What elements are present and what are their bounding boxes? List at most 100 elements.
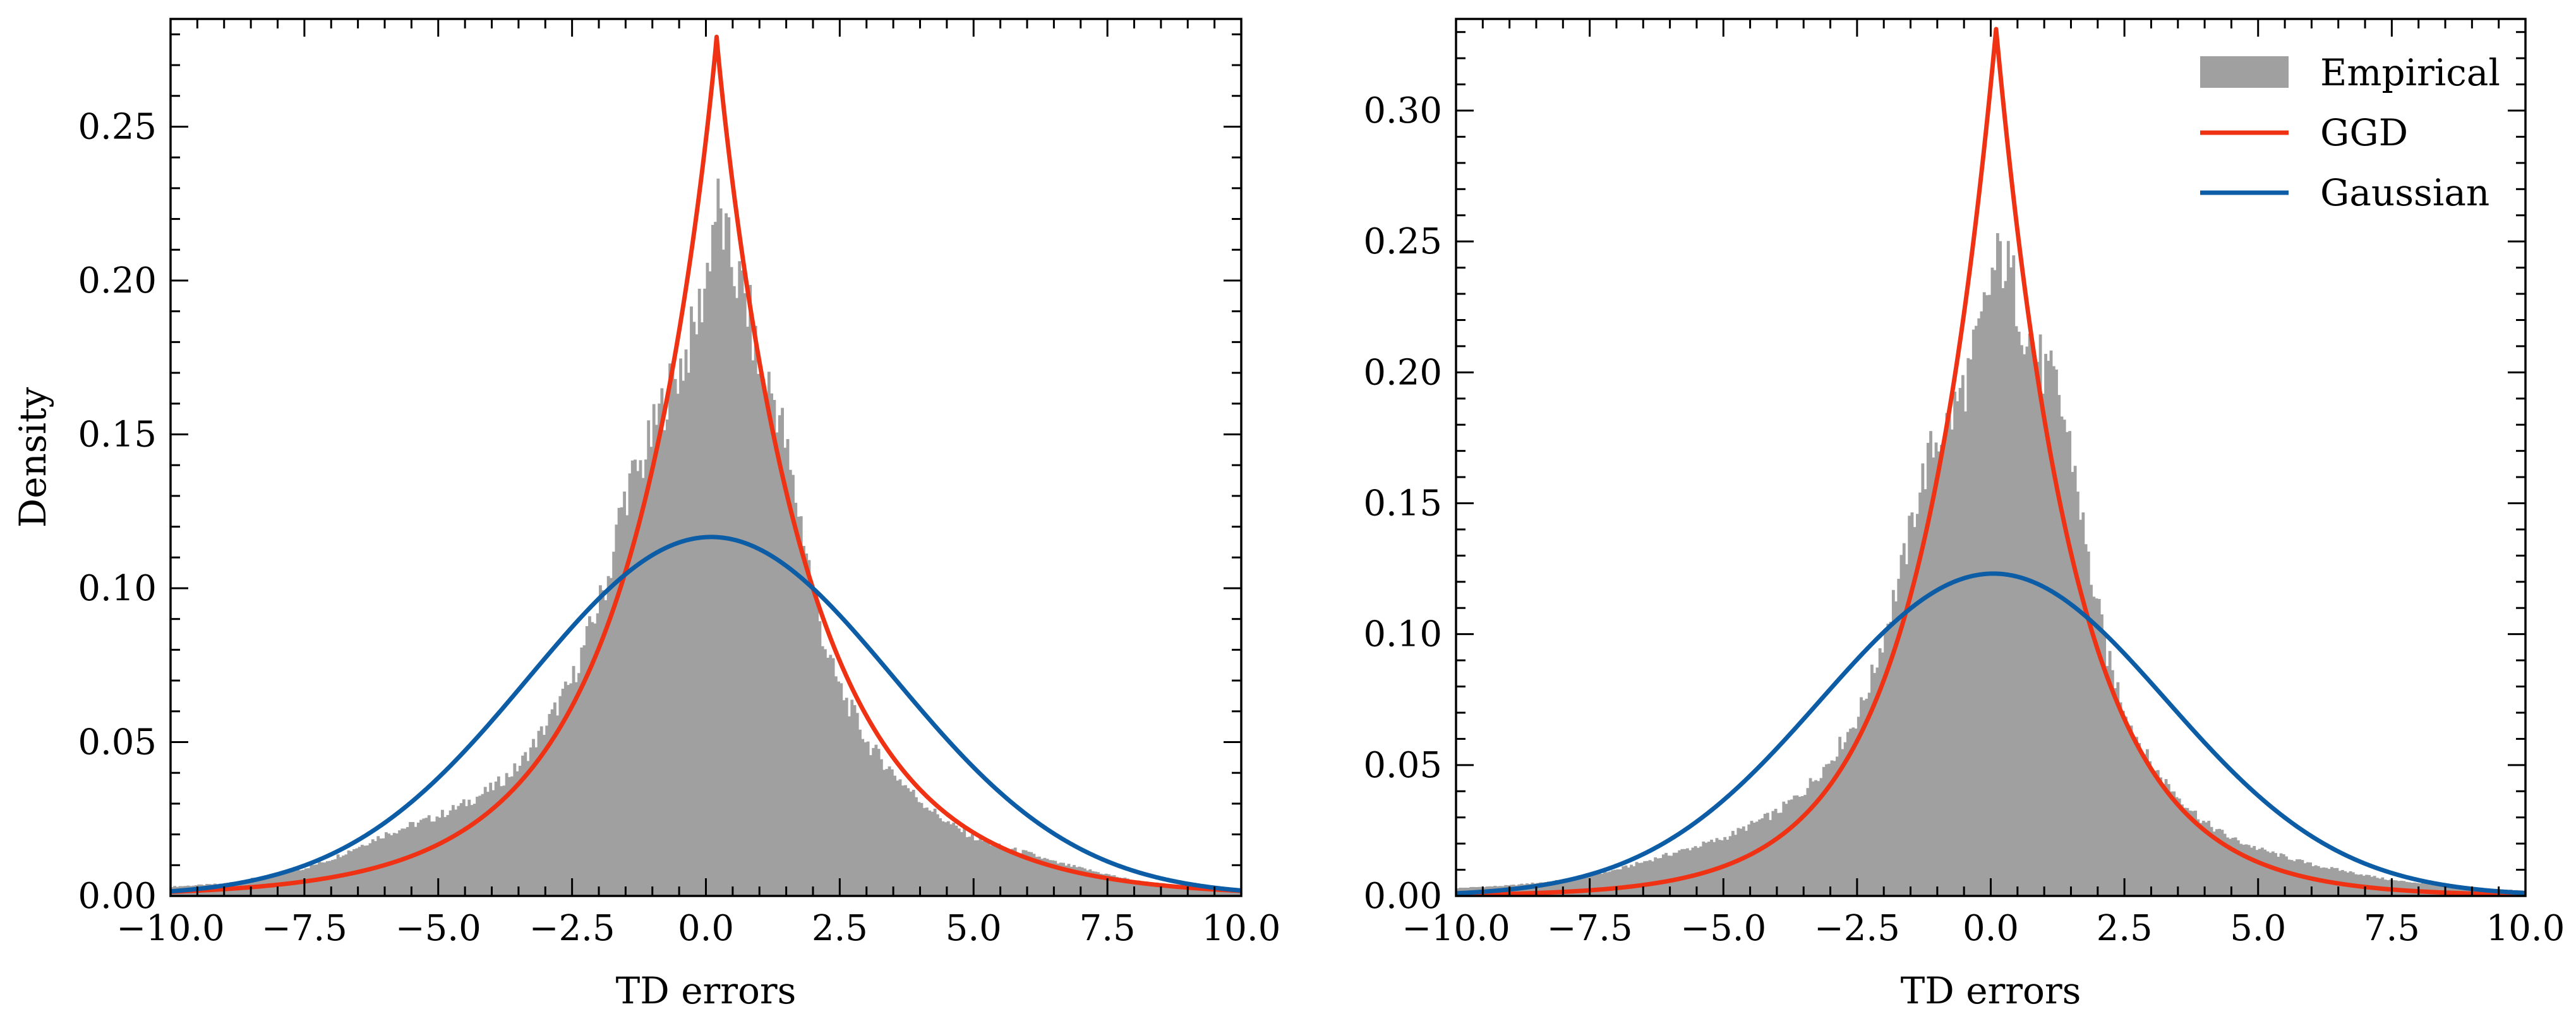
histogram-bar — [2164, 779, 2168, 896]
histogram-bar — [628, 473, 632, 896]
histogram-bar — [2223, 833, 2227, 896]
histogram-bar — [1571, 879, 1574, 896]
legend-label: Gaussian — [2320, 171, 2489, 214]
histogram-bar — [462, 799, 466, 896]
histogram-bar — [419, 819, 423, 896]
histogram-bar — [2156, 770, 2160, 896]
histogram-bar — [676, 394, 680, 896]
histogram-bar — [1990, 267, 1994, 896]
histogram-bar — [1819, 778, 1823, 896]
histogram-bar — [1980, 311, 1983, 896]
histogram-bar — [1865, 698, 1869, 896]
histogram-bar — [1790, 799, 1793, 896]
histogram-bar — [1648, 860, 1652, 896]
histogram-bar — [1565, 878, 1569, 896]
histogram-bar — [1875, 667, 1879, 896]
histogram-bar — [1136, 880, 1140, 896]
histogram-bar — [1097, 872, 1100, 896]
histogram-bar — [1830, 760, 1834, 896]
histogram-bar — [1555, 880, 1558, 896]
y-tick-label: 0.25 — [1363, 221, 1442, 262]
histogram-bar — [625, 515, 629, 896]
histogram-bar — [467, 799, 471, 896]
histogram-bar — [591, 622, 594, 896]
histogram-bar — [1734, 835, 1738, 896]
histogram-bar — [2135, 737, 2138, 896]
x-tick-label: −5.0 — [395, 908, 481, 949]
histogram-bar — [701, 322, 704, 896]
histogram-bar — [997, 844, 1001, 896]
histogram-bar — [2055, 369, 2058, 896]
histogram-bar — [1827, 763, 1831, 896]
histogram-bar — [2250, 847, 2253, 896]
histogram-bar — [476, 796, 479, 896]
histogram-bar — [802, 545, 805, 896]
histogram-bar — [649, 447, 653, 896]
histogram-bar — [2175, 797, 2179, 896]
histogram-bar — [973, 840, 977, 896]
histogram-bar — [2177, 798, 2181, 896]
histogram-bar — [2041, 394, 2045, 896]
histogram-bar — [1227, 889, 1231, 896]
histogram-bar — [548, 714, 551, 896]
histogram-bar — [721, 250, 725, 896]
histogram-bar — [981, 841, 985, 896]
histogram-bar — [1616, 869, 1620, 896]
histogram-bar — [1902, 543, 1906, 896]
histogram-bar — [1656, 858, 1660, 896]
histogram-bar — [813, 588, 816, 896]
x-tick-label: −7.5 — [262, 908, 347, 949]
histogram-bar — [1526, 883, 1529, 896]
histogram-bar — [2268, 852, 2272, 896]
x-tick-label: 0.0 — [678, 908, 734, 949]
histogram-bar — [1198, 888, 1202, 896]
histogram-bar — [1685, 848, 1689, 896]
histogram-bar — [1803, 795, 1807, 896]
histogram-bar — [572, 666, 575, 896]
histogram-bar — [1867, 692, 1871, 896]
histogram-bar — [850, 699, 854, 896]
histogram-bar — [2196, 819, 2200, 896]
histogram-bar — [1069, 866, 1073, 896]
histogram-bar — [2225, 837, 2229, 896]
histogram-bar — [1817, 781, 1821, 896]
histogram-bar — [794, 502, 798, 896]
histogram-bar — [2435, 883, 2438, 896]
histogram-bar — [1969, 359, 1973, 896]
histogram-bar — [1110, 875, 1114, 896]
histogram-bar — [2210, 826, 2213, 896]
histogram-bar — [1155, 882, 1159, 896]
x-tick-label: −2.5 — [529, 908, 615, 949]
histogram-bar — [1763, 813, 1767, 896]
histogram-bar — [558, 696, 562, 896]
histogram-bar — [909, 791, 913, 896]
left-panel: −10.0 −7.5 −5.0 −2.5 0.0 2.5 5.0 7.5 10.0 0.00 0.0… — [11, 18, 1280, 1012]
histogram-bar — [2205, 822, 2208, 896]
histogram-bar — [647, 420, 651, 896]
histogram-bar — [1929, 431, 1932, 896]
histogram-bar — [1809, 778, 1812, 896]
histogram-bar — [989, 845, 993, 896]
histogram-bar — [2092, 596, 2096, 896]
histogram-bar — [1021, 850, 1025, 896]
histogram-bar — [532, 739, 535, 896]
histogram-bar — [831, 658, 835, 896]
histogram-bar — [1619, 869, 1623, 896]
legend-item-empirical: Empirical — [2200, 51, 2500, 94]
histogram-bar — [1013, 847, 1017, 896]
histogram-bar — [896, 780, 900, 896]
histogram-bar — [687, 372, 690, 896]
histogram-bar — [2162, 783, 2165, 896]
histogram-bar — [1993, 270, 1997, 896]
histogram-bar — [1093, 871, 1097, 896]
histogram-bar — [922, 807, 926, 896]
histogram-bar — [1699, 846, 1702, 896]
histogram-bar — [848, 716, 851, 896]
histogram-bar — [2220, 830, 2224, 896]
histogram-bar — [842, 700, 846, 896]
histogram-bar — [459, 803, 463, 896]
histogram-bar — [658, 403, 661, 896]
histogram-bar — [1568, 878, 1572, 896]
histogram-bar — [1854, 729, 1858, 896]
histogram-bar — [2124, 717, 2128, 896]
